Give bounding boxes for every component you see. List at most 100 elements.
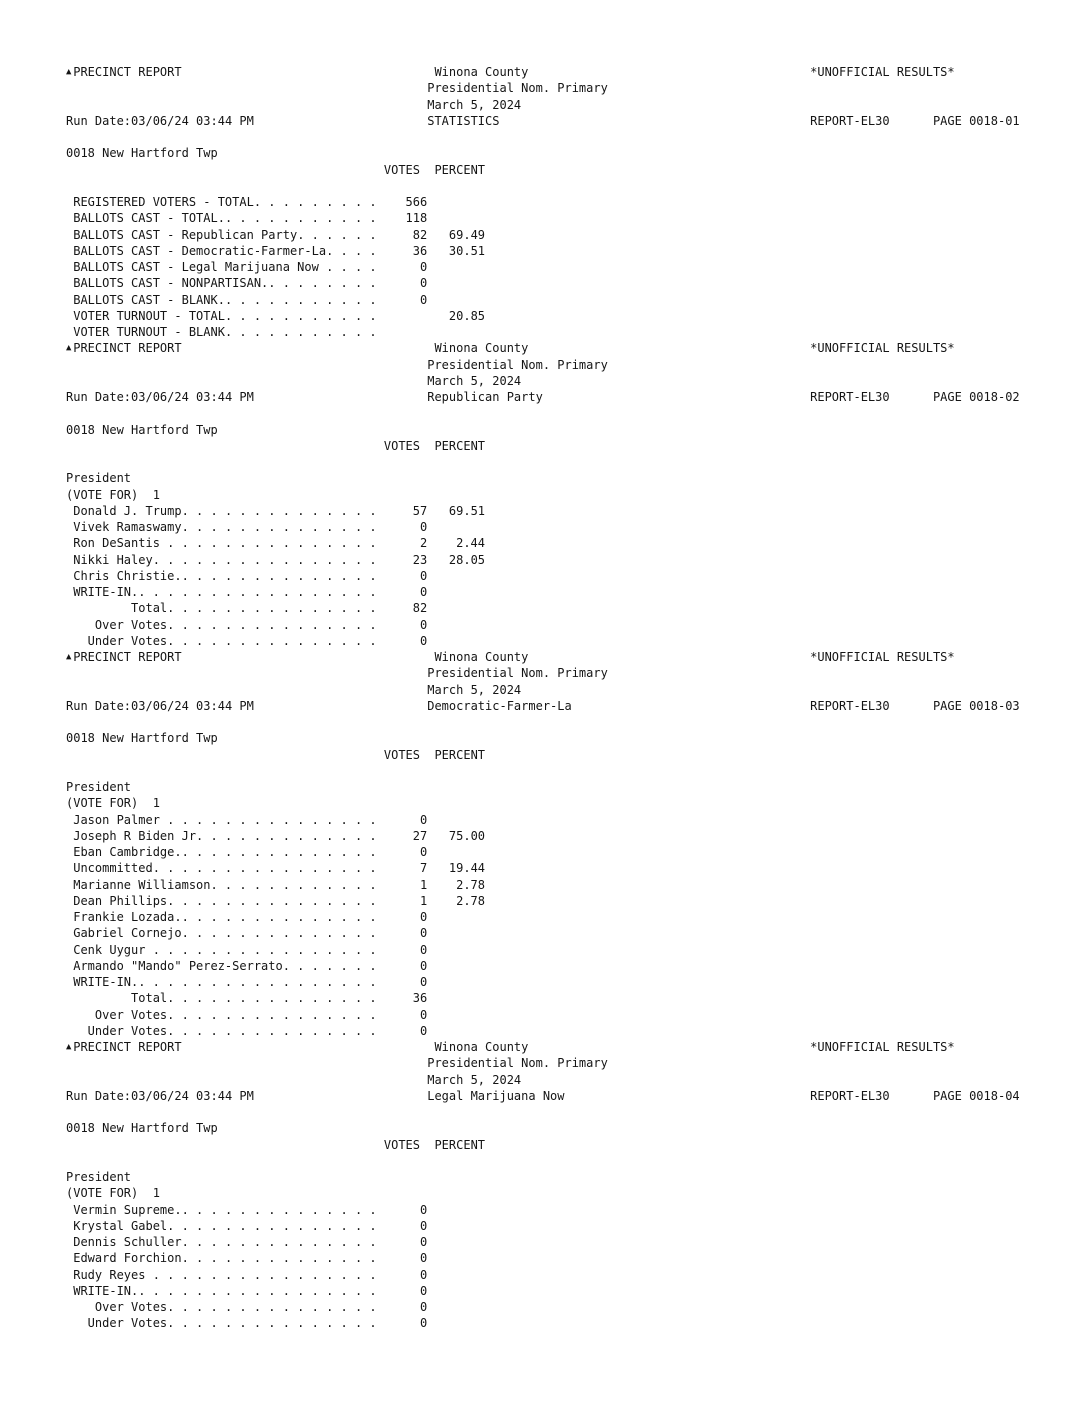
- precinct-name: 0018 New Hartford Twp: [66, 146, 218, 161]
- dot-leader: . . . . . . . . . . . . . .: [181, 520, 377, 534]
- dot-leader: . . . . . . . . . . .: [224, 325, 377, 339]
- row-label: Vermin Supreme.: [73, 1202, 182, 1217]
- row-label: Over Votes: [94, 1007, 168, 1022]
- dot-leader: . . . . . . . . . . . . . . .: [159, 812, 377, 827]
- row-votes: 23: [412, 552, 428, 567]
- row-votes: 0: [419, 812, 428, 827]
- row-votes: 1: [419, 877, 428, 892]
- row-label: Ron DeSantis: [73, 536, 160, 551]
- report-id: REPORT-EL30: [810, 698, 890, 713]
- row-votes: 0: [419, 1202, 428, 1217]
- page-number: PAGE 0018-01: [932, 113, 1020, 128]
- precinct-name: 0018 New Hartford Twp: [66, 422, 218, 437]
- percent-column-header: PERCENT: [434, 162, 486, 177]
- row-label: Under Votes: [87, 1316, 168, 1331]
- report-title: PRECINCT REPORT: [73, 65, 182, 79]
- election-name: Presidential Nom. Primary: [427, 357, 608, 372]
- row-votes: 0: [419, 568, 428, 583]
- row-label: VOTER TURNOUT - TOTAL: [73, 308, 225, 323]
- row-label: Total: [131, 991, 168, 1006]
- dot-leader: . . . . . . . . . . . . . . .: [167, 1300, 377, 1314]
- election-name: Presidential Nom. Primary: [427, 1056, 608, 1071]
- dot-leader: . . . . . . . . . . . . . .: [181, 1251, 377, 1266]
- row-votes: 0: [419, 292, 428, 307]
- row-label: Dean Phillips: [73, 893, 168, 908]
- section-title: Democratic-Farmer-La: [427, 698, 572, 713]
- percent-column-header: PERCENT: [434, 747, 486, 762]
- dot-leader: . . . . . . . . . . . . . . .: [167, 601, 377, 616]
- dot-leader: . . . . . . . . . . .: [224, 308, 377, 323]
- votes-column-header: VOTES: [383, 438, 420, 453]
- election-date: March 5, 2024: [427, 1072, 522, 1087]
- row-label: Under Votes: [87, 1023, 168, 1038]
- row-label: Uncommitted.: [73, 861, 160, 876]
- office-title: President: [66, 780, 132, 794]
- row-votes: 1: [419, 893, 428, 908]
- row-percent: 2.44: [456, 536, 486, 551]
- row-votes: 0: [419, 1023, 428, 1038]
- dot-leader: . . . . . . . . . . . . . . . . .: [138, 975, 377, 989]
- row-label: Joseph R Biden Jr.: [73, 828, 204, 843]
- row-label: Dennis Schuller: [73, 1235, 182, 1249]
- votes-column-header: VOTES: [383, 162, 420, 177]
- dot-leader: . . . . . . . . . . . . . . . .: [145, 1267, 377, 1282]
- dot-leader: . . . . . . . . . . . . . . . .: [145, 942, 377, 957]
- row-votes: 82: [412, 227, 428, 242]
- up-arrow-icon: ▲: [66, 1042, 72, 1052]
- votes-column-header: VOTES: [383, 1137, 420, 1152]
- precinct-name: 0018 New Hartford Twp: [66, 731, 218, 746]
- row-percent: 30.51: [448, 243, 486, 258]
- dot-leader: . . . . . . . . . . . . . .: [181, 503, 377, 518]
- results-status: *UNOFFICIAL RESULTS*: [810, 1040, 955, 1054]
- report-id: REPORT-EL30: [810, 1088, 890, 1103]
- row-label: Armando "Mando" Perez-Serrato.: [73, 958, 290, 973]
- page-number: PAGE 0018-02: [932, 390, 1020, 404]
- row-votes: 0: [419, 585, 428, 599]
- dot-leader: . . . . . . . . . . . . . .: [181, 568, 377, 583]
- row-label: Nikki Haley.: [73, 552, 160, 567]
- row-percent: 2.78: [456, 877, 486, 892]
- row-label: Jason Palmer: [73, 812, 160, 827]
- row-label: Under Votes: [87, 633, 168, 648]
- vote-for: (VOTE FOR) 1: [66, 1186, 160, 1201]
- row-label: BALLOTS CAST - NONPARTISAN.: [73, 276, 269, 291]
- row-votes: 27: [412, 828, 428, 843]
- report-title: PRECINCT REPORT: [73, 1040, 182, 1054]
- row-label: Donald J. Trump: [73, 503, 182, 518]
- dot-leader: . . . . . . . . . . . . . .: [181, 926, 377, 941]
- up-arrow-icon: ▲: [66, 652, 72, 662]
- row-votes: 0: [419, 1300, 428, 1314]
- election-date: March 5, 2024: [427, 682, 522, 697]
- run-date: Run Date:03/06/24 03:44 PM: [66, 1088, 254, 1103]
- votes-column-header: VOTES: [383, 747, 420, 762]
- dot-leader: . . . . . . . . . . . . . . .: [159, 861, 377, 876]
- section-title: Legal Marijuana Now: [427, 1088, 565, 1103]
- row-percent: 19.44: [448, 861, 486, 876]
- row-label: Cenk Uygur: [73, 942, 146, 957]
- row-votes: 0: [419, 1218, 428, 1233]
- row-votes: 0: [419, 1267, 428, 1282]
- row-label: Over Votes: [94, 617, 168, 632]
- results-status: *UNOFFICIAL RESULTS*: [810, 65, 955, 79]
- dot-leader: . . . . . . . . . . . . . . .: [167, 1316, 377, 1331]
- dot-leader: . . . . . . . . . . . . . . .: [167, 633, 377, 648]
- report-title: PRECINCT REPORT: [73, 650, 182, 664]
- page-number: PAGE 0018-04: [932, 1088, 1020, 1103]
- row-label: Over Votes: [94, 1300, 168, 1314]
- report-title: PRECINCT REPORT: [73, 341, 182, 356]
- row-votes: 0: [419, 617, 428, 632]
- row-votes: 0: [419, 1316, 428, 1331]
- row-label: Edward Forchion: [73, 1251, 182, 1266]
- dot-leader: . . . . . . . . . . .: [224, 211, 377, 226]
- run-date: Run Date:03/06/24 03:44 PM: [66, 390, 254, 404]
- vote-for: (VOTE FOR) 1: [66, 796, 160, 811]
- dot-leader: . . . . . . . . . . . . . .: [181, 1235, 377, 1249]
- report-id: REPORT-EL30: [810, 113, 890, 128]
- dot-leader: . . . . . . . . . . . .: [203, 828, 377, 843]
- run-date: Run Date:03/06/24 03:44 PM: [66, 698, 254, 713]
- row-label: VOTER TURNOUT - BLANK: [73, 325, 225, 339]
- row-label: Rudy Reyes: [73, 1267, 146, 1282]
- percent-column-header: PERCENT: [434, 438, 486, 453]
- row-percent: 2.78: [456, 893, 486, 908]
- row-votes: 2: [419, 536, 428, 551]
